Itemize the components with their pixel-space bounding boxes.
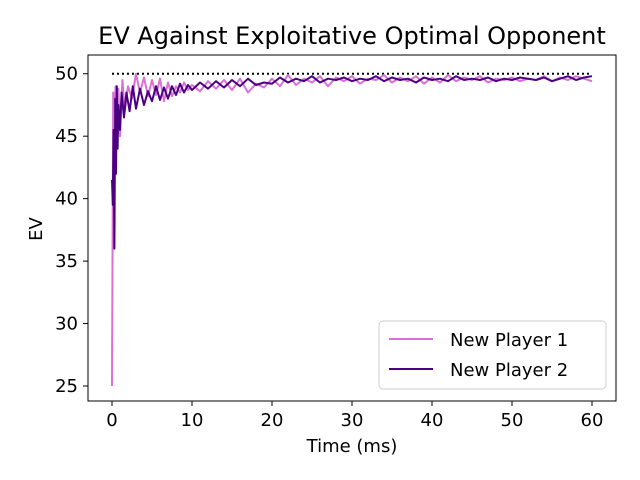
series-line-2 <box>111 75 593 250</box>
y-tick-label: 30 <box>55 314 78 335</box>
chart-title: EV Against Exploitative Optimal Opponent <box>98 22 606 50</box>
y-tick-label: 40 <box>55 189 78 210</box>
x-axis-label: Time (ms) <box>306 436 398 457</box>
y-tick-label: 25 <box>55 376 78 397</box>
axes: 0 10 20 30 40 50 60 25 30 35 40 45 50 <box>55 54 617 431</box>
y-tick-label: 50 <box>55 64 78 85</box>
x-tick-label: 0 <box>106 410 117 431</box>
legend-label-1: New Player 1 <box>450 330 568 351</box>
x-tick-label: 20 <box>261 410 284 431</box>
legend-label-2: New Player 2 <box>450 360 568 381</box>
y-tick-label: 45 <box>55 126 78 147</box>
plot-area <box>111 72 593 387</box>
x-tick-label: 30 <box>341 410 364 431</box>
x-tick-label: 10 <box>181 410 204 431</box>
x-tick-label: 40 <box>421 410 444 431</box>
y-axis-label: EV <box>26 216 47 240</box>
legend-box <box>378 320 607 390</box>
x-tick-label: 60 <box>581 410 604 431</box>
x-tick-label: 50 <box>501 410 524 431</box>
y-tick-label: 35 <box>55 251 78 272</box>
legend: New Player 1 New Player 2 <box>378 320 607 390</box>
